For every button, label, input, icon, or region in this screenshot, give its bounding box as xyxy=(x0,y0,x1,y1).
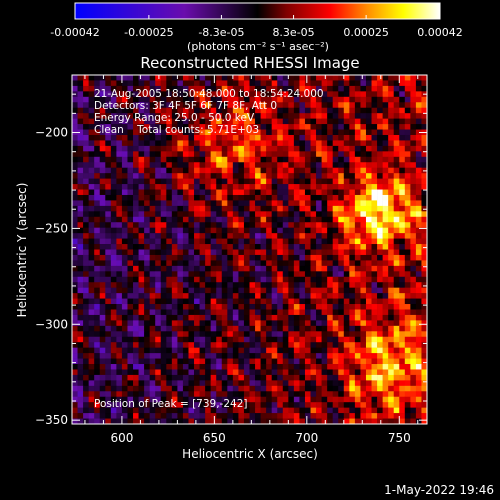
x-tick-label: 600 xyxy=(110,431,133,445)
colorbar-tick-label: 8.3e-05 xyxy=(272,26,314,39)
colorbar-unit-label: (photons cm⁻² s⁻¹ asec⁻²) xyxy=(187,40,329,53)
colorbar-tick-label: -8.3e-05 xyxy=(198,26,244,39)
x-tick-label: 750 xyxy=(388,431,411,445)
x-tick-label: 650 xyxy=(203,431,226,445)
y-tick-label: −350 xyxy=(35,413,68,427)
chart-title: Reconstructed RHESSI Image xyxy=(140,54,359,72)
plot-frame xyxy=(71,74,428,425)
footer-timestamp: 1-May-2022 19:46 xyxy=(384,483,494,497)
heatmap-cells xyxy=(72,75,427,424)
x-tick-label: 700 xyxy=(295,431,318,445)
annotation-detectors: Detectors: 3F 4F 5F 6F 7F 8F, Att 0 xyxy=(94,100,277,112)
colorbar: -0.00042 -0.00025 -8.3e-05 8.3e-05 0.00025 0.… xyxy=(50,2,463,53)
annotation-clean-counts: Clean Total counts: 5.71E+03 xyxy=(94,124,259,136)
y-axis-label: Heliocentric Y (arcsec) xyxy=(15,183,29,318)
y-tick-label: −250 xyxy=(35,221,68,235)
x-axis-label: Heliocentric X (arcsec) xyxy=(182,447,318,461)
y-tick-label: −200 xyxy=(35,126,68,140)
peak-position-label: Position of Peak = [739,-242] xyxy=(94,398,248,410)
x-axis: 600 650 700 750 xyxy=(84,75,419,445)
colorbar-tick-label: 0.00042 xyxy=(417,26,463,39)
plot-area xyxy=(71,74,428,425)
colorbar-tick-label: -0.00025 xyxy=(124,26,173,39)
y-tick-label: −300 xyxy=(35,317,68,331)
y-axis: −350 −300 −250 −200 xyxy=(35,74,427,427)
annotation-time-range: 21-Aug-2005 18:50:48.000 to 18:54:24.000 xyxy=(94,88,324,100)
colorbar-tick-label: -0.00042 xyxy=(50,26,99,39)
colorbar-ticks: -0.00042 -0.00025 -8.3e-05 8.3e-05 0.00025 0.… xyxy=(50,15,463,39)
colorbar-gradient xyxy=(74,2,441,20)
annotation-energy-range: Energy Range: 25.0 - 50.0 keV xyxy=(94,112,255,124)
annotations: 21-Aug-2005 18:50:48.000 to 18:54:24.000… xyxy=(94,88,324,410)
colorbar-tick-label: 0.00025 xyxy=(343,26,389,39)
